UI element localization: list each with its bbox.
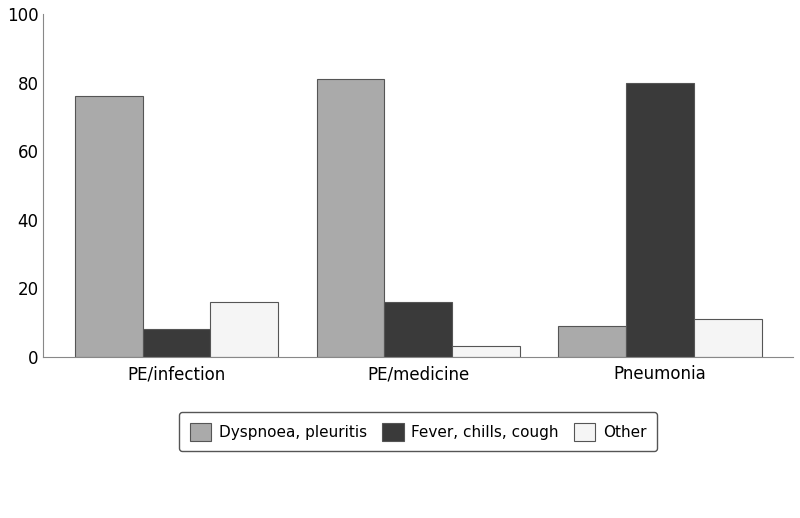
Bar — [210, 302, 278, 357]
Bar — [384, 302, 452, 357]
Legend: Dyspnoea, pleuritis, Fever, chills, cough, Other: Dyspnoea, pleuritis, Fever, chills, coug… — [179, 412, 658, 451]
Bar — [452, 347, 520, 357]
Bar — [142, 329, 210, 357]
Bar — [317, 79, 384, 357]
Bar — [626, 82, 694, 357]
Bar — [558, 326, 626, 357]
Bar — [694, 319, 762, 357]
Bar — [75, 96, 142, 357]
